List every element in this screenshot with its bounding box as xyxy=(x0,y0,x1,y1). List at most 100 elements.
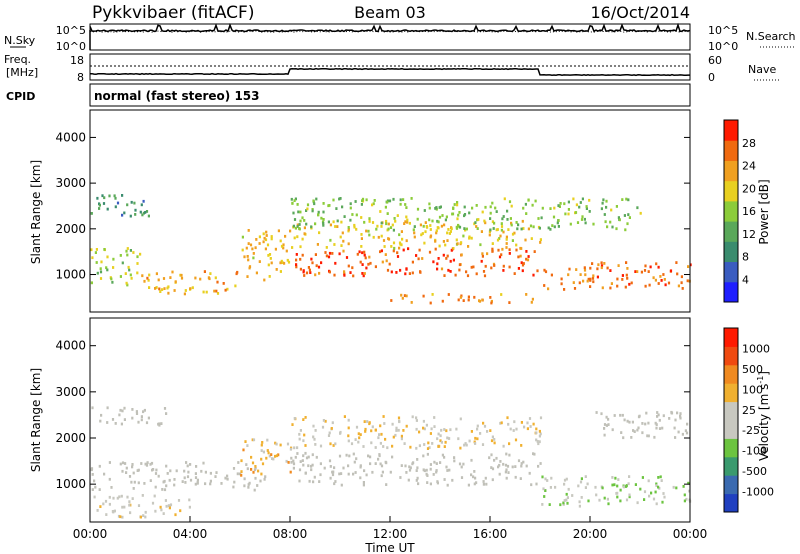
heatmap-cell xyxy=(147,416,150,420)
colorbar-segment xyxy=(724,420,738,439)
heatmap-cell xyxy=(585,205,588,208)
heatmap-cell xyxy=(528,417,532,420)
heatmap-cell xyxy=(534,199,537,203)
heatmap-cell xyxy=(439,461,442,464)
heatmap-cell xyxy=(240,470,243,473)
heatmap-cell xyxy=(520,464,523,468)
heatmap-cell xyxy=(484,476,487,480)
heatmap-cell xyxy=(275,442,278,446)
heatmap-cell xyxy=(607,423,610,426)
heatmap-cell xyxy=(405,471,408,474)
heatmap-cell xyxy=(186,475,190,479)
heatmap-cell xyxy=(123,211,126,215)
heatmap-cell xyxy=(380,221,383,225)
heatmap-cell xyxy=(270,235,273,238)
heatmap-cell xyxy=(102,502,105,506)
heatmap-cell xyxy=(440,428,443,432)
heatmap-cell xyxy=(625,485,628,488)
heatmap-cell xyxy=(456,201,459,204)
heatmap-cell xyxy=(656,415,659,418)
heatmap-cell xyxy=(339,197,342,200)
heatmap-cell xyxy=(314,429,317,432)
colorbar-tick-label: 100 xyxy=(742,383,763,396)
heatmap-cell xyxy=(294,455,297,459)
heatmap-cell xyxy=(363,469,366,473)
heatmap-cell xyxy=(603,262,606,265)
heatmap-cell xyxy=(140,462,143,465)
heatmap-cell xyxy=(126,495,129,499)
heatmap-cell xyxy=(331,473,335,477)
heatmap-cell xyxy=(292,459,295,463)
heatmap-cell xyxy=(415,479,418,482)
heatmap-cell xyxy=(103,472,106,476)
heatmap-cell xyxy=(420,233,423,237)
heatmap-cell xyxy=(329,442,332,446)
heatmap-cell xyxy=(108,502,111,506)
heatmap-cell xyxy=(114,196,117,200)
heatmap-cell xyxy=(502,264,505,268)
heatmap-cell xyxy=(252,470,255,474)
heatmap-cell xyxy=(362,481,365,484)
heatmap-cell xyxy=(401,237,404,241)
heatmap-cell xyxy=(507,422,510,426)
heatmap-cell xyxy=(360,216,363,219)
heatmap-cell xyxy=(266,243,270,247)
heatmap-cell xyxy=(421,257,424,260)
heatmap-cell xyxy=(473,482,476,486)
heatmap-cell xyxy=(508,301,511,304)
heatmap-cell xyxy=(308,479,311,483)
heatmap-cell xyxy=(245,246,248,250)
heatmap-cell xyxy=(538,434,541,438)
heatmap-cell xyxy=(647,270,650,273)
heatmap-cell xyxy=(327,220,330,224)
heatmap-cell xyxy=(578,504,581,508)
heatmap-cell xyxy=(468,439,471,443)
heatmap-cell xyxy=(484,221,487,225)
heatmap-cell xyxy=(458,462,462,466)
colorbar-segment xyxy=(724,346,738,366)
heatmap-cell xyxy=(677,430,680,434)
heatmap-cell xyxy=(116,201,120,205)
heatmap-cell xyxy=(314,222,317,226)
heatmap-cell xyxy=(349,218,352,222)
heatmap-cell xyxy=(394,219,397,223)
heatmap-cell xyxy=(661,426,664,430)
heatmap-cell xyxy=(153,494,156,498)
heatmap-cell xyxy=(347,418,350,422)
heatmap-cell xyxy=(467,295,470,299)
heatmap-cell xyxy=(214,276,217,280)
heatmap-cell xyxy=(646,434,649,438)
heatmap-cell xyxy=(108,477,111,481)
heatmap-cell xyxy=(309,271,312,274)
heatmap-cell xyxy=(329,238,332,242)
heatmap-cell xyxy=(470,430,473,433)
heatmap-cell xyxy=(515,243,518,247)
heatmap-cell xyxy=(161,288,164,291)
heatmap-cell xyxy=(587,277,590,281)
heatmap-cell xyxy=(597,263,600,267)
heatmap-cell xyxy=(406,218,409,222)
heatmap-cell xyxy=(655,502,658,506)
heatmap-cell xyxy=(588,210,591,213)
heatmap-cell xyxy=(551,224,554,227)
heatmap-cell xyxy=(458,211,461,214)
heatmap-cell xyxy=(513,231,516,235)
heatmap-cell xyxy=(443,478,446,481)
heatmap-cell xyxy=(566,496,569,499)
heatmap-cell xyxy=(215,289,218,293)
heatmap-cell xyxy=(598,498,601,502)
heatmap-cell xyxy=(380,474,383,478)
heatmap-cell xyxy=(548,503,551,506)
heatmap-cell xyxy=(301,237,304,241)
heatmap-cell xyxy=(216,280,219,284)
heatmap-cell xyxy=(305,271,309,275)
heatmap-cell xyxy=(496,228,499,231)
heatmap-cell xyxy=(328,459,332,463)
heatmap-cell xyxy=(659,275,662,278)
heatmap-cell xyxy=(290,197,293,201)
heatmap-cell xyxy=(303,274,306,277)
heatmap-cell xyxy=(383,245,386,248)
colorbar-segment xyxy=(724,241,738,263)
heatmap-cell xyxy=(508,442,511,446)
